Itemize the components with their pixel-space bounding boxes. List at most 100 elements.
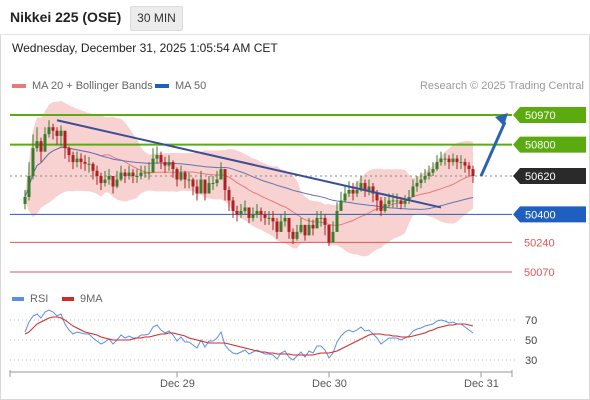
candle-body [267,217,271,219]
candle-body [287,217,291,232]
rsi-tick-30: 30 [525,355,537,367]
candle-body [175,169,179,180]
rsi-tick-50: 50 [525,335,537,347]
x-tick-label-Dec-30: Dec 30 [312,378,347,390]
ma20-swatch [12,84,26,89]
candle-body [447,158,451,163]
ma20-label: MA 20 + Bollinger Bands [32,80,153,92]
x-tick-label-Dec-31: Dec 31 [464,378,499,390]
candle-body [327,224,331,243]
candle-body [35,141,39,149]
candle-body [339,200,343,211]
candle-body [23,196,27,204]
candle-body [419,179,423,184]
candle-body [155,155,159,159]
level-label-50620: 50620 [525,171,556,183]
candle-body [295,231,299,239]
level-label-50800: 50800 [525,140,556,152]
candle-body [443,158,447,160]
candle-body [111,176,115,187]
candle-body [147,172,151,174]
candle-body [423,176,427,180]
level-label-50070: 50070 [524,267,555,279]
candle-body [207,183,211,194]
candle-body [167,162,171,166]
candle-body [291,231,295,239]
ma50-label: MA 50 [175,80,207,92]
candle-body [323,217,327,225]
candle-body [79,158,83,163]
candle-body [71,155,75,163]
candle-body [219,169,223,180]
ma50-line [24,146,474,210]
candle-body [471,169,475,177]
candle-body [247,207,251,218]
candle-body [103,179,107,184]
candle-body [191,179,195,187]
ma9-swatch [62,297,74,302]
candle-body [463,162,467,166]
candle-body [227,190,231,201]
candle-body [87,163,91,165]
candle-body [31,148,35,177]
rsi-tick-70: 70 [525,315,537,327]
candle-body [135,176,139,178]
candle-body [223,169,227,191]
candle-body [279,221,283,232]
candle-body [283,217,287,222]
candle-body [183,172,187,180]
candle-body [435,162,439,170]
candle-body [411,186,415,197]
candle-body [123,172,127,177]
level-box-50800 [513,136,586,153]
candle-body [131,172,135,177]
candle-body [179,172,183,180]
candle-body [187,179,191,181]
trendline [56,119,442,209]
candle-body [47,127,51,135]
candle-body [439,158,443,163]
candle-body [75,158,79,163]
level-label-50400: 50400 [525,209,556,221]
candle-body [199,179,203,194]
timeframe-button[interactable]: 30 MIN [130,6,183,31]
candle-body [375,193,379,201]
rsi-swatch [12,297,24,302]
candle-body [363,183,367,191]
candle-body [403,200,407,204]
x-tick-label-Dec-29: Dec 29 [160,378,195,390]
candle-body [459,162,463,164]
candle-body [43,134,47,152]
candle-body [95,170,99,177]
chart-datetime: Wednesday, December 31, 2025 1:05:54 AM … [12,41,278,55]
candle-body [379,200,383,211]
candle-body [151,158,155,173]
candle-body [271,217,275,222]
legend-rsi: RSI [12,293,48,305]
candle-body [319,217,323,219]
level-box-50970 [513,107,586,123]
direction-arrow-shaft [479,121,507,177]
rsi-label: RSI [30,293,49,305]
candle-body [399,200,403,204]
candle-body [139,172,143,177]
candle-body [315,217,319,229]
candle-body [451,158,455,163]
candle-body [27,176,31,197]
candle-body [203,179,207,194]
candle-body [235,210,239,215]
candle-body [455,158,459,163]
candle-body [427,172,431,177]
candle-body [355,190,359,194]
candle-body [195,186,199,194]
candle-body [127,172,131,177]
candle-body [395,200,399,202]
candle-body [251,214,255,218]
candle-body [367,186,371,191]
ma9-label: 9MA [80,293,103,305]
candle-body [371,186,375,194]
candle-body [415,183,419,187]
candle-body [387,200,391,204]
candle-body [467,165,471,170]
candle-body [171,162,175,170]
